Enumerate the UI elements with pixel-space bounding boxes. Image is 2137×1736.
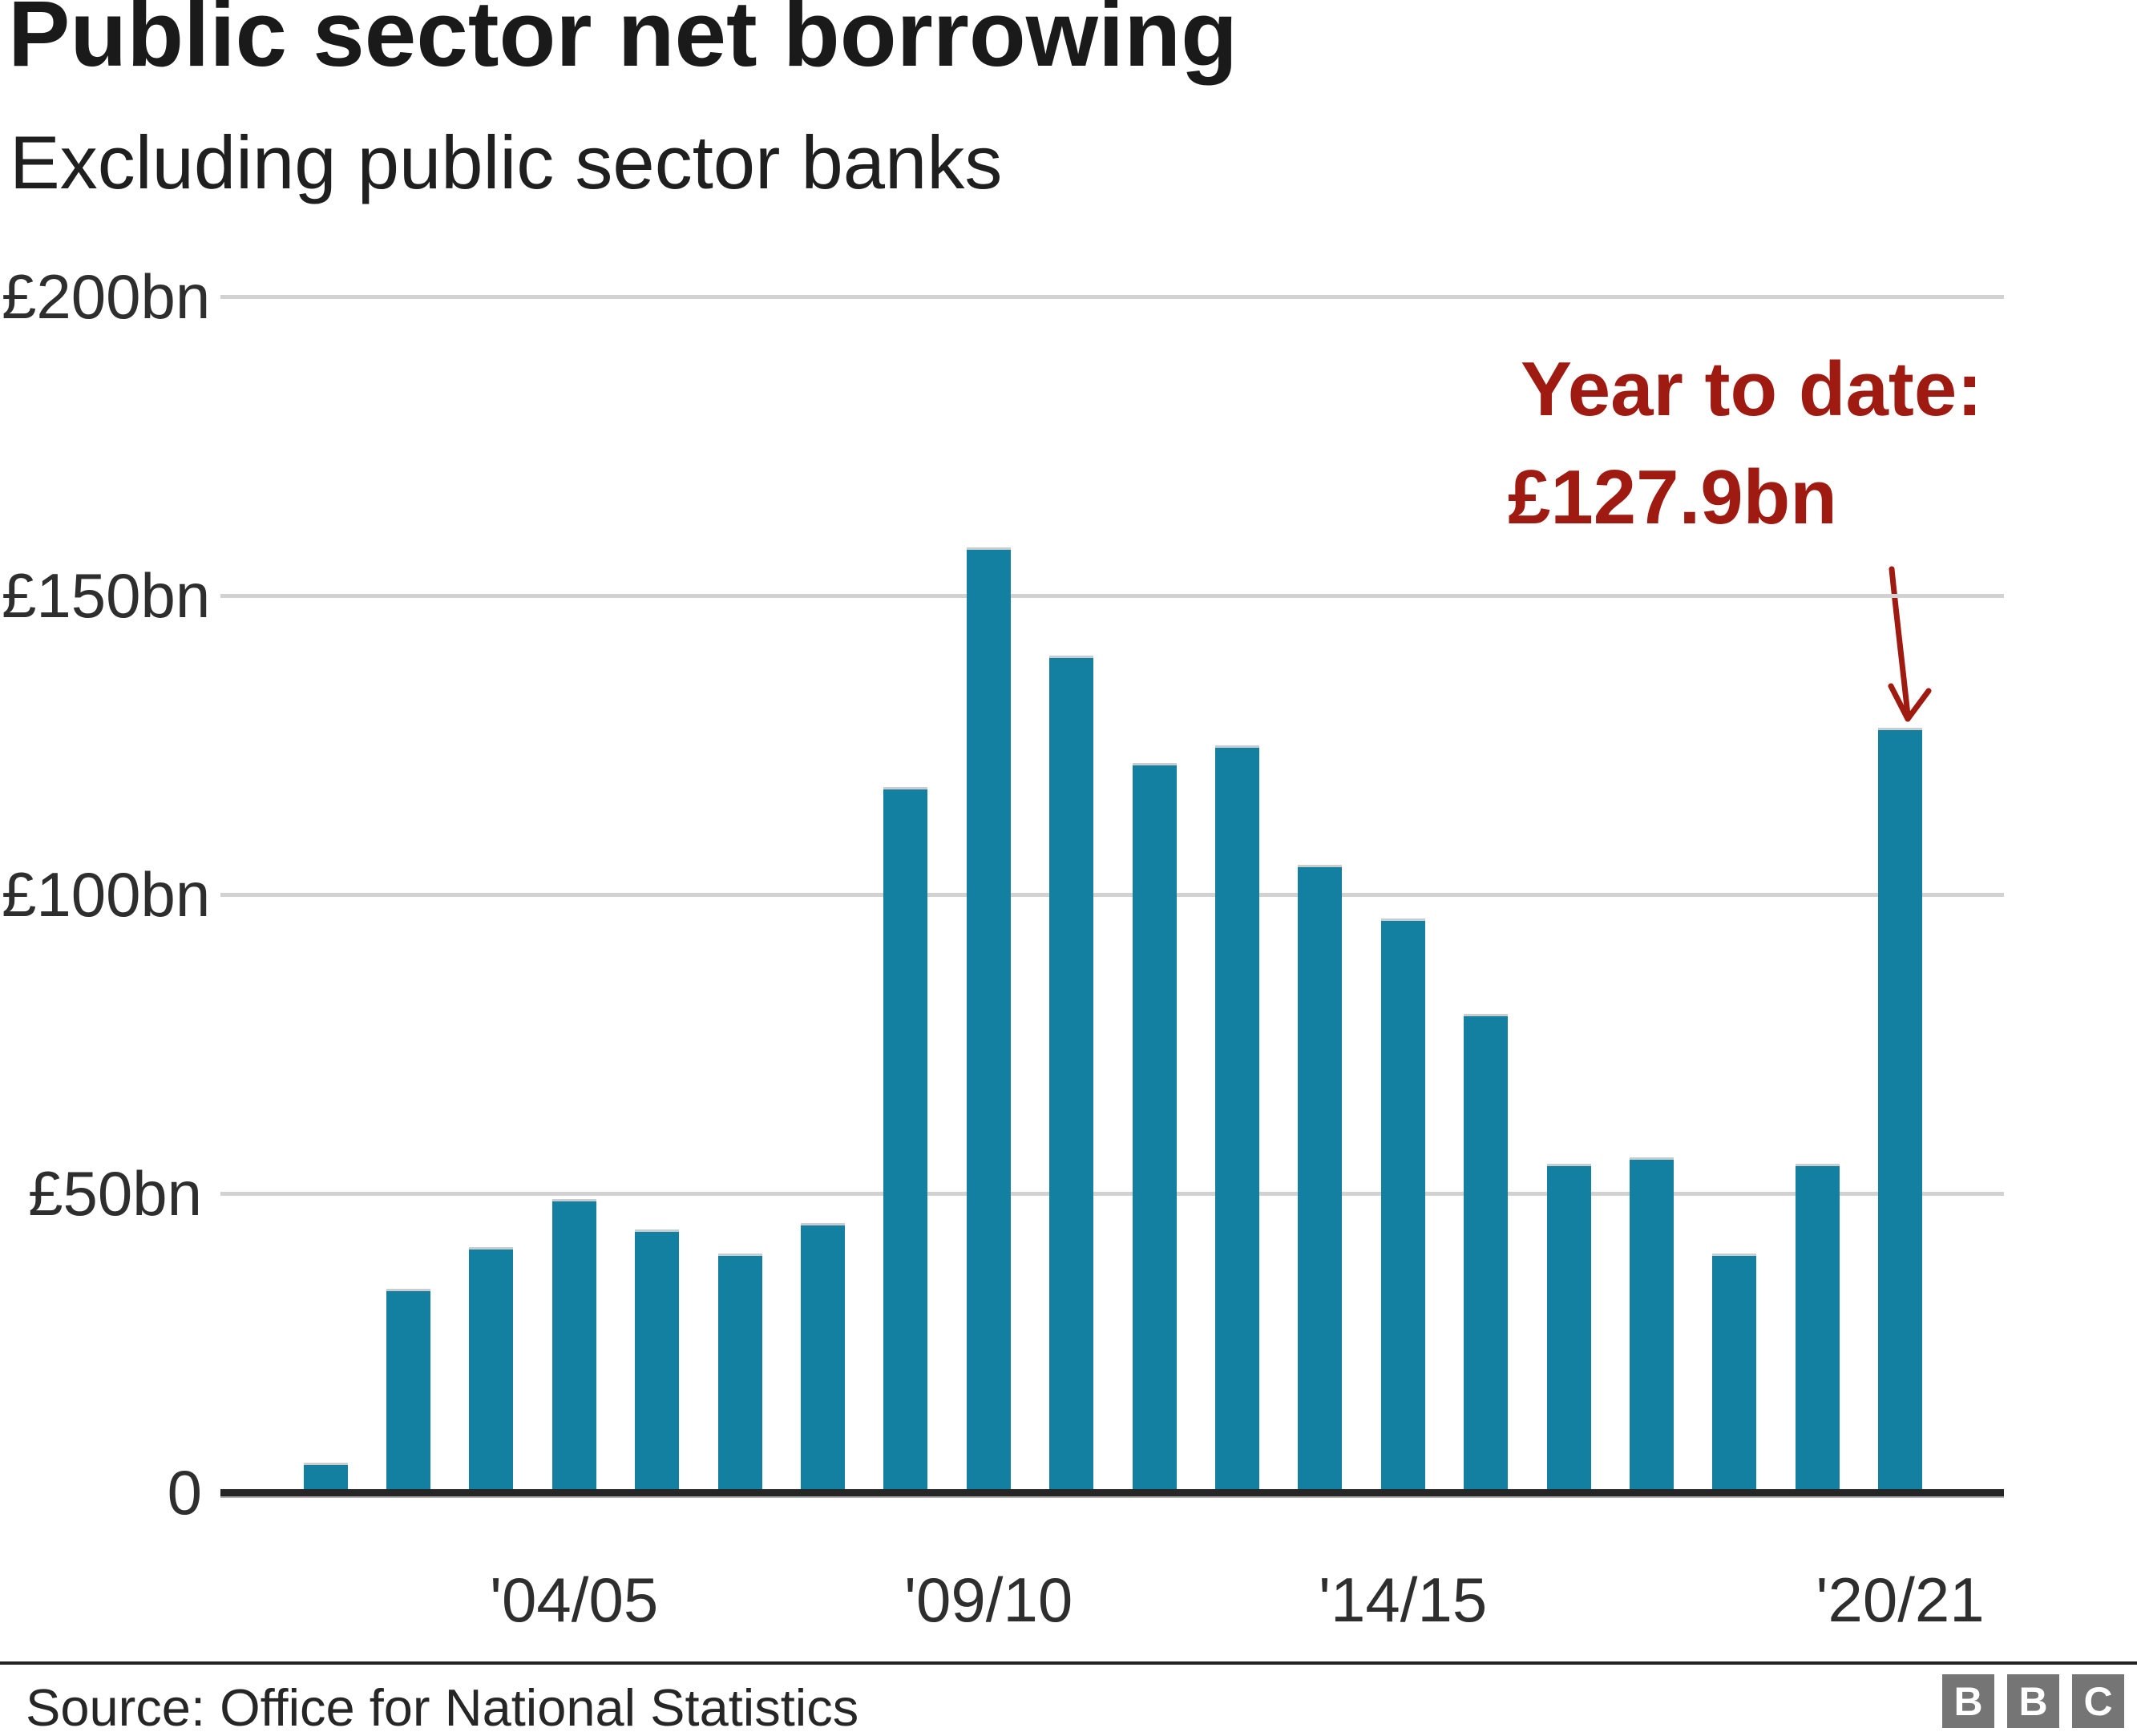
annotation-year-to-date: Year to date: £127.9bn: [1508, 335, 1982, 551]
bar-'09/10: [966, 547, 1011, 1496]
bar-'18/19: [1712, 1253, 1757, 1496]
bar-'02/03: [386, 1289, 430, 1496]
x-axis-line: [220, 1488, 2004, 1498]
y-tick-label-0: 0: [167, 1457, 202, 1528]
annotation-arrow-icon: [1888, 566, 1932, 722]
annotation-line1: Year to date:: [1521, 346, 1983, 432]
bar-'15/16: [1464, 1014, 1509, 1496]
footer-divider: [0, 1661, 2137, 1665]
bbc-logo-letter-3: C: [2072, 1674, 2124, 1728]
bar-'14/15: [1380, 918, 1425, 1496]
gridline-200bn: [220, 294, 2004, 299]
x-tick-label-09/10: '09/10: [904, 1564, 1073, 1635]
bar-'19/20: [1795, 1163, 1840, 1496]
gridline-100bn: [220, 892, 2004, 897]
source-credit: Source: Office for National Statistics: [26, 1678, 859, 1736]
x-tick-label-20/21: '20/21: [1816, 1564, 1985, 1635]
bar-'07/08: [800, 1223, 845, 1496]
y-tick-label-200: £200bn: [2, 261, 211, 332]
chart-title: Public sector net borrowing: [8, 0, 1238, 86]
y-tick-label-150: £150bn: [2, 560, 211, 631]
bar-'06/07: [717, 1253, 762, 1496]
y-tick-label-50: £50bn: [28, 1158, 202, 1229]
bar-'12/13: [1214, 745, 1259, 1496]
chart-subtitle: Excluding public sector banks: [10, 120, 1003, 204]
bbc-logo-letter-1: B: [1942, 1674, 1994, 1728]
y-tick-label-100: £100bn: [2, 859, 211, 930]
bar-'16/17: [1546, 1163, 1591, 1496]
annotation-line2: £127.9bn: [1508, 454, 1837, 540]
bar-'08/09: [883, 786, 928, 1496]
bar-'17/18: [1629, 1157, 1674, 1496]
bar-'03/04: [469, 1247, 514, 1496]
bar-'11/12: [1132, 762, 1177, 1496]
bar-'10/11: [1049, 655, 1094, 1496]
gridline-150bn: [220, 593, 2004, 598]
bar-'13/14: [1298, 864, 1343, 1496]
x-tick-label-04/05: '04/05: [490, 1564, 659, 1635]
gridline-50bn: [220, 1191, 2004, 1196]
bar-'20/21: [1878, 727, 1923, 1496]
bar-'05/06: [635, 1229, 680, 1496]
x-tick-label-14/15: '14/15: [1319, 1564, 1488, 1635]
bar-'04/05: [551, 1199, 596, 1496]
bbc-logo-letter-2: B: [2007, 1674, 2059, 1728]
